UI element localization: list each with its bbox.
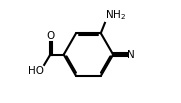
- Text: NH$_2$: NH$_2$: [105, 9, 126, 22]
- Text: N: N: [127, 50, 135, 60]
- Text: HO: HO: [28, 66, 44, 76]
- Text: O: O: [46, 31, 55, 41]
